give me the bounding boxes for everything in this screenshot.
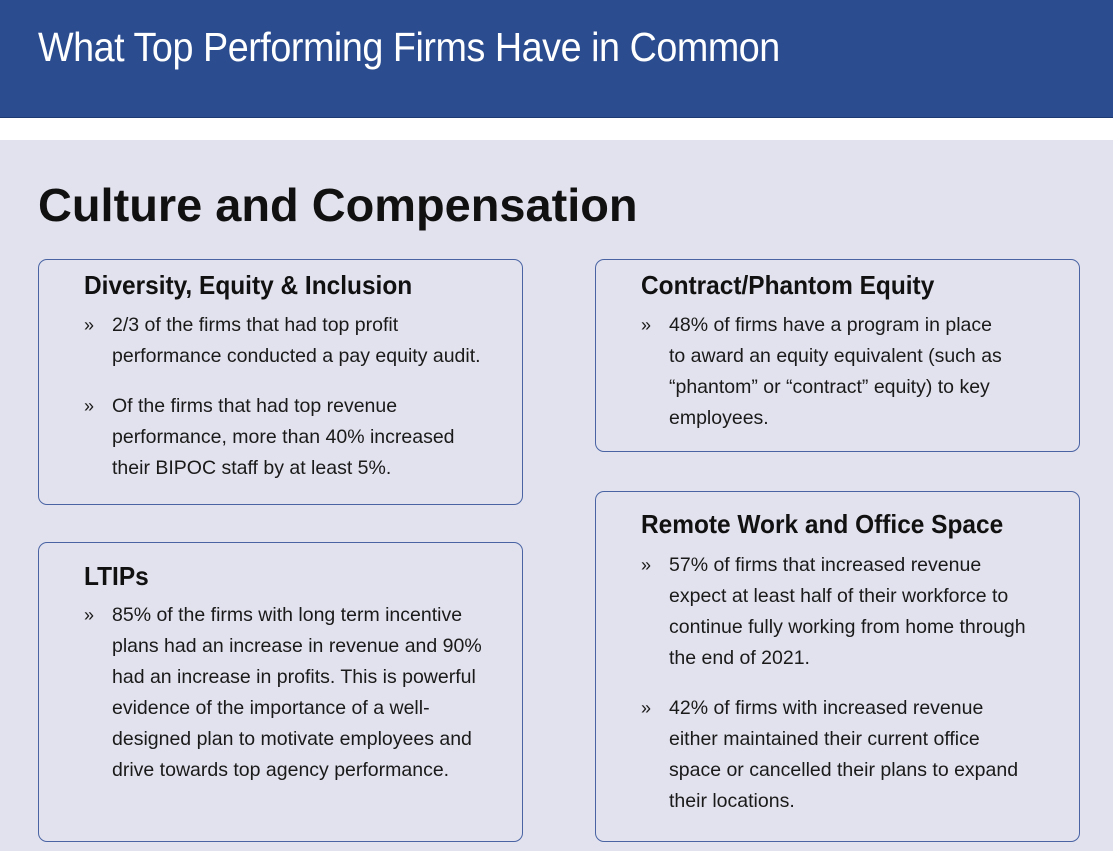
bullet-item: » 85% of the firms with long term incent… bbox=[84, 600, 502, 786]
bullet-marker: » bbox=[641, 315, 652, 335]
card-title: Diversity, Equity & Inclusion bbox=[84, 270, 413, 300]
bullet-marker: » bbox=[84, 315, 95, 335]
bullet-item: » 57% of firms that increased revenue ex… bbox=[641, 550, 1059, 674]
page-title: What Top Performing Firms Have in Common bbox=[38, 24, 780, 70]
bullet-text: 2/3 of the firms that had top profit per… bbox=[112, 314, 481, 367]
card-remote-work-office-space: Remote Work and Office Space » 57% of fi… bbox=[595, 491, 1080, 842]
bullet-item: » 48% of firms have a program in place t… bbox=[641, 310, 1059, 434]
bullet-item: » 2/3 of the firms that had top profit p… bbox=[84, 310, 502, 372]
bullet-text: 48% of firms have a program in place to … bbox=[669, 314, 1002, 429]
bullet-item: » 42% of firms with increased revenue ei… bbox=[641, 693, 1059, 817]
bullet-text: 57% of firms that increased revenue expe… bbox=[669, 554, 1026, 669]
card-contract-phantom-equity: Contract/Phantom Equity » 48% of firms h… bbox=[595, 259, 1080, 452]
section-title: Culture and Compensation bbox=[38, 179, 638, 231]
bullet-text: 85% of the firms with long term incentiv… bbox=[112, 604, 482, 781]
card-title: Remote Work and Office Space bbox=[641, 509, 1004, 539]
bullet-marker: » bbox=[84, 605, 95, 625]
header-banner: What Top Performing Firms Have in Common bbox=[0, 0, 1113, 118]
bullet-text: 42% of firms with increased revenue eith… bbox=[669, 697, 1019, 812]
bullet-text: Of the firms that had top revenue perfor… bbox=[112, 395, 455, 479]
bullet-marker: » bbox=[641, 698, 652, 718]
bullet-item: » Of the firms that had top revenue perf… bbox=[84, 391, 502, 484]
card-diversity-equity-inclusion: Diversity, Equity & Inclusion » 2/3 of t… bbox=[38, 259, 523, 505]
card-ltips: LTIPs » 85% of the firms with long term … bbox=[38, 542, 523, 842]
bullet-marker: » bbox=[84, 396, 95, 416]
card-title: Contract/Phantom Equity bbox=[641, 270, 935, 300]
bullet-marker: » bbox=[641, 555, 652, 575]
card-title: LTIPs bbox=[84, 561, 149, 591]
